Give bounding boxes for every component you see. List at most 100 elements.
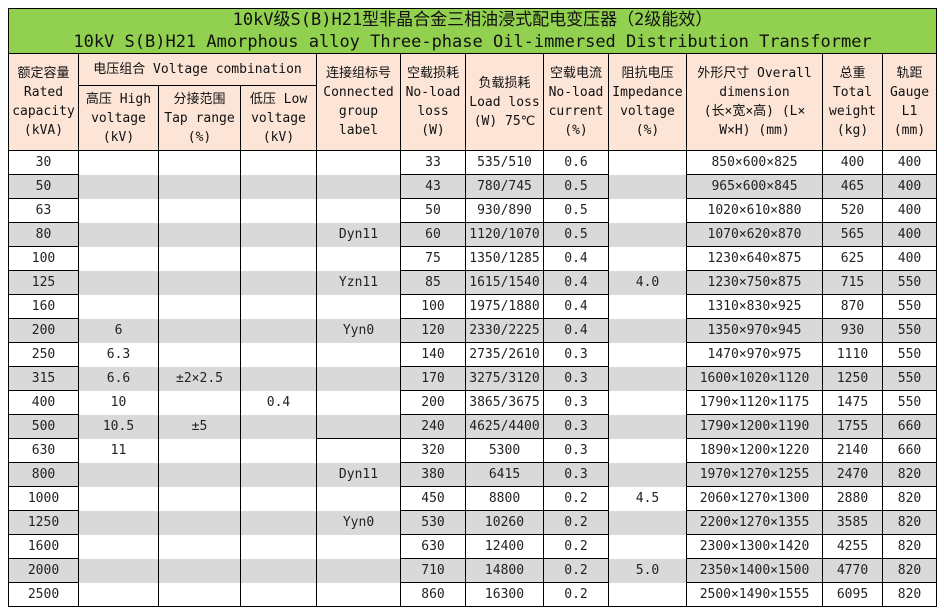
cell-no-load-loss: 860 [400, 582, 466, 607]
cell-no-load-current: 0.3 [543, 390, 609, 415]
header-tap-range: 分接范围 Tap range (%) [158, 85, 241, 151]
cell-low-voltage [240, 318, 317, 343]
table-row: 800 Dyn11 380 6415 0.3 1970×1270×1255 2470 820 [8, 462, 938, 487]
cell-no-load-current: 0.3 [543, 366, 609, 391]
cell-capacity: 1600 [8, 534, 79, 559]
cell-capacity: 30 [8, 150, 79, 175]
cell-dimension: 2500×1490×1555 [686, 582, 823, 607]
table-row: 400 10 0.4 200 3865/3675 0.3 1790×1120×1175 147… [8, 390, 938, 415]
cell-no-load-current: 0.4 [543, 270, 609, 295]
cell-connection [316, 342, 401, 367]
header-impedance: 阻抗电压 Impedance voltage (%) [608, 53, 687, 151]
cell-no-load-current: 0.4 [543, 318, 609, 343]
cell-weight: 6095 [822, 582, 883, 607]
cell-dimension: 1790×1120×1175 [686, 390, 823, 415]
cell-capacity: 50 [8, 174, 79, 199]
cell-impedance [608, 462, 687, 487]
cell-impedance [608, 198, 687, 223]
cell-impedance: 4.0 [608, 270, 687, 295]
cell-high-voltage [78, 558, 159, 583]
cell-dimension: 2200×1270×1355 [686, 510, 823, 535]
header-dimension: 外形尺寸 Overall dimension (长×宽×高) (L× W×H) … [686, 53, 823, 151]
cell-connection: Dyn11 [316, 222, 401, 247]
cell-weight: 2470 [822, 462, 883, 487]
header-capacity: 额定容量 Rated capacity (kVA) [8, 53, 79, 151]
header-connection: 连接组标号 Connected group label [316, 53, 401, 151]
cell-low-voltage [240, 246, 317, 271]
cell-weight: 400 [822, 150, 883, 175]
cell-low-voltage [240, 534, 317, 559]
cell-gauge: 660 [881, 414, 938, 439]
cell-load-loss: 1350/1285 [465, 246, 544, 271]
cell-no-load-loss: 530 [400, 510, 466, 535]
cell-no-load-loss: 33 [400, 150, 466, 175]
cell-capacity: 400 [8, 390, 79, 415]
cell-no-load-current: 0.5 [543, 174, 609, 199]
cell-tap-range [158, 294, 241, 319]
cell-connection [316, 534, 401, 559]
cell-no-load-current: 0.4 [543, 294, 609, 319]
cell-connection: Dyn11 [316, 462, 401, 487]
cell-high-voltage [78, 582, 159, 607]
cell-low-voltage [240, 414, 317, 439]
cell-no-load-current: 0.3 [543, 438, 609, 463]
cell-impedance: 5.0 [608, 558, 687, 583]
table-row: 160 100 1975/1880 0.4 1310×830×925 870 550 [8, 294, 938, 319]
cell-dimension: 2300×1300×1420 [686, 534, 823, 559]
table-row: 315 6.6 ±2×2.5 170 3275/3120 0.3 1600×1020×112… [8, 366, 938, 391]
cell-tap-range [158, 246, 241, 271]
cell-low-voltage [240, 486, 317, 511]
cell-no-load-loss: 85 [400, 270, 466, 295]
cell-weight: 1110 [822, 342, 883, 367]
cell-load-loss: 1615/1540 [465, 270, 544, 295]
header-no-load-current: 空载电流 No-load current (%) [543, 53, 609, 151]
cell-gauge: 400 [881, 150, 938, 175]
cell-low-voltage [240, 150, 317, 175]
cell-dimension: 1600×1020×1120 [686, 366, 823, 391]
cell-capacity: 1000 [8, 486, 79, 511]
cell-no-load-loss: 140 [400, 342, 466, 367]
cell-gauge: 820 [881, 582, 938, 607]
cell-tap-range [158, 438, 241, 463]
cell-no-load-current: 0.2 [543, 510, 609, 535]
cell-high-voltage: 6 [78, 318, 159, 343]
header-high-voltage: 高压 High voltage (kV) [78, 85, 159, 151]
cell-impedance [608, 414, 687, 439]
cell-high-voltage [78, 510, 159, 535]
header-weight: 总重 Total weight (kg) [822, 53, 883, 151]
cell-dimension: 1790×1200×1190 [686, 414, 823, 439]
cell-gauge: 550 [881, 318, 938, 343]
cell-no-load-loss: 710 [400, 558, 466, 583]
cell-capacity: 125 [8, 270, 79, 295]
cell-low-voltage [240, 222, 317, 247]
cell-high-voltage [78, 294, 159, 319]
cell-high-voltage [78, 246, 159, 271]
cell-impedance [608, 366, 687, 391]
table-row: 1000 450 8800 0.2 4.5 2060×1270×1300 2880 820 [8, 486, 938, 511]
cell-connection: Yyn0 [316, 510, 401, 535]
cell-dimension: 1020×610×880 [686, 198, 823, 223]
cell-capacity: 2000 [8, 558, 79, 583]
table-row: 30 33 535/510 0.6 850×600×825 400 400 [8, 150, 938, 175]
cell-load-loss: 4625/4400 [465, 414, 544, 439]
header-gauge: 轨距 Gauge L1 (mm) [881, 53, 938, 151]
table-row: 80 Dyn11 60 1120/1070 0.5 1070×620×870 565 400 [8, 222, 938, 247]
cell-tap-range [158, 174, 241, 199]
cell-impedance: 4.5 [608, 486, 687, 511]
cell-gauge: 400 [881, 222, 938, 247]
cell-capacity: 800 [8, 462, 79, 487]
cell-gauge: 400 [881, 198, 938, 223]
cell-gauge: 820 [881, 462, 938, 487]
cell-tap-range: ±2×2.5 [158, 366, 241, 391]
table-row: 1600 630 12400 0.2 2300×1300×1420 4255 820 [8, 534, 938, 559]
cell-weight: 1475 [822, 390, 883, 415]
cell-low-voltage [240, 558, 317, 583]
cell-no-load-loss: 100 [400, 294, 466, 319]
cell-tap-range: ±5 [158, 414, 241, 439]
cell-load-loss: 3275/3120 [465, 366, 544, 391]
cell-high-voltage [78, 270, 159, 295]
cell-tap-range [158, 390, 241, 415]
cell-dimension: 2060×1270×1300 [686, 486, 823, 511]
cell-impedance [608, 510, 687, 535]
cell-high-voltage: 6.3 [78, 342, 159, 367]
